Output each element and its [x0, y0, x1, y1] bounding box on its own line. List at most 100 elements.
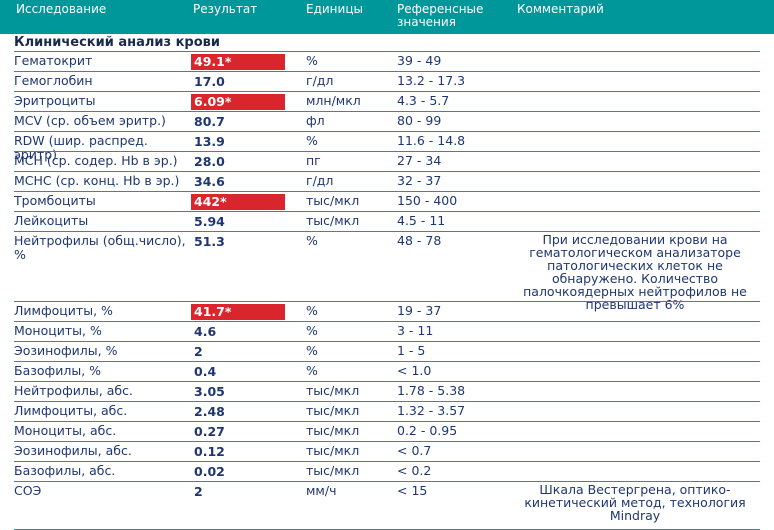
result-flagged: 49.1* — [191, 54, 285, 70]
reference-range: 11.6 - 14.8 — [397, 133, 466, 148]
reference-range: 150 - 400 — [397, 193, 458, 208]
divider — [14, 211, 760, 212]
divider — [14, 51, 760, 52]
result-value: 3.05 — [194, 384, 225, 399]
reference-range: 4.5 - 11 — [397, 213, 446, 228]
table-row: Моноциты, абс. 0.27 тыс/мкл 0.2 - 0.95 — [0, 422, 774, 442]
reference-range: 0.2 - 0.95 — [397, 423, 458, 438]
header-comment: Комментарий — [517, 2, 604, 16]
units-value: тыс/мкл — [306, 403, 360, 418]
divider — [14, 461, 760, 462]
divider — [14, 191, 760, 192]
units-value: % — [306, 323, 318, 338]
header-result: Результат — [193, 2, 258, 16]
test-name: Лимфоциты, абс. — [14, 403, 128, 418]
table-row: Лейкоциты 5.94 тыс/мкл 4.5 - 11 — [0, 212, 774, 232]
units-value: % — [306, 343, 318, 358]
test-name: Лимфоциты, % — [14, 303, 113, 318]
header-ref-line1: Референсные — [397, 2, 484, 16]
result-flagged: 41.7* — [191, 304, 285, 320]
units-value: тыс/мкл — [306, 463, 360, 478]
reference-range: 1 - 5 — [397, 343, 426, 358]
result-value: 0.4 — [194, 364, 217, 379]
table-row: Лимфоциты, абс. 2.48 тыс/мкл 1.32 - 3.57 — [0, 402, 774, 422]
divider — [14, 131, 760, 132]
table-row: Тромбоциты 442* тыс/мкл 150 - 400 — [0, 192, 774, 212]
result-value: 0.27 — [194, 424, 225, 439]
test-name: Моноциты, абс. — [14, 423, 117, 438]
reference-range: 48 - 78 — [397, 233, 442, 248]
result-value: 0.02 — [194, 464, 225, 479]
units-value: млн/мкл — [306, 93, 361, 108]
test-name: Нейтрофилы (общ.число), % — [14, 233, 186, 262]
test-name: MCH (ср. содер. Hb в эр.) — [14, 153, 178, 168]
divider — [14, 71, 760, 72]
result-flagged: 442* — [191, 194, 285, 210]
test-name: Тромбоциты — [14, 193, 96, 208]
units-value: тыс/мкл — [306, 443, 360, 458]
reference-range: 32 - 37 — [397, 173, 442, 188]
divider — [14, 321, 760, 322]
comment-text: При исследовании крови на гематологическ… — [523, 232, 747, 312]
units-value: г/дл — [306, 73, 334, 88]
test-name: Гемоглобин — [14, 73, 93, 88]
header-reference: Референсные значения — [397, 3, 497, 29]
result-value: 17.0 — [194, 74, 225, 89]
result-value: 34.6 — [194, 174, 225, 189]
header-study: Исследование — [16, 2, 107, 16]
table-row: Нейтрофилы, абс. 3.05 тыс/мкл 1.78 - 5.38 — [0, 382, 774, 402]
units-value: тыс/мкл — [306, 383, 360, 398]
units-value: г/дл — [306, 173, 334, 188]
table-row: RDW (шир. распред. эритр) 13.9% 11.6 - 14.… — [0, 132, 774, 162]
test-name: Моноциты, % — [14, 323, 102, 338]
test-name: Базофилы, % — [14, 363, 102, 378]
units-value: % — [306, 363, 318, 378]
result-value: 51.3 — [194, 234, 225, 249]
test-name: Эозинофилы, абс. — [14, 443, 132, 458]
divider — [14, 171, 760, 172]
reference-range: 4.3 - 5.7 — [397, 93, 450, 108]
table-row: MCV (ср. объем эритр.) 80.7 фл 80 - 99 — [0, 112, 774, 132]
divider — [14, 341, 760, 342]
divider — [14, 151, 760, 152]
result-value: 28.0 — [194, 154, 225, 169]
test-name: Эритроциты — [14, 93, 96, 108]
table-row: Нейтрофилы (общ.число), % 51.3% 48 - 78 При… — [0, 232, 774, 311]
test-name: Эозинофилы, % — [14, 343, 118, 358]
test-name: MCHC (ср. конц. Hb в эр.) — [14, 173, 180, 188]
table-row: Базофилы, абс. 0.02 тыс/мкл < 0.2 — [0, 462, 774, 482]
test-name: Гематокрит — [14, 53, 93, 68]
reference-range: 39 - 49 — [397, 53, 442, 68]
reference-range: < 0.2 — [397, 463, 432, 478]
result-flagged: 6.09* — [191, 94, 285, 110]
units-value: % — [306, 53, 318, 68]
reference-range: < 1.0 — [397, 363, 432, 378]
header-units: Единицы — [306, 2, 363, 16]
divider — [14, 481, 760, 482]
reference-range: 3 - 11 — [397, 323, 434, 338]
header-ref-line2: значения — [397, 15, 456, 29]
units-value: % — [306, 133, 318, 148]
reference-range: < 0.7 — [397, 443, 432, 458]
test-name: Лейкоциты — [14, 213, 89, 228]
test-name: Базофилы, абс. — [14, 463, 116, 478]
test-name: Нейтрофилы, абс. — [14, 383, 133, 398]
table-header: Исследование Результат Единицы Референсн… — [0, 0, 774, 34]
table-row: Эритроциты 6.09* млн/мкл 4.3 - 5.7 — [0, 92, 774, 112]
reference-range: 27 - 34 — [397, 153, 442, 168]
result-value: 2 — [194, 484, 203, 499]
units-value: тыс/мкл — [306, 193, 360, 208]
units-value: тыс/мкл — [306, 213, 360, 228]
table-row: Моноциты, % 4.6% 3 - 11 — [0, 322, 774, 342]
reference-range: 1.32 - 3.57 — [397, 403, 466, 418]
reference-range: 1.78 - 5.38 — [397, 383, 466, 398]
table-row: Эозинофилы, % 2% 1 - 5 — [0, 342, 774, 362]
test-name: MCV (ср. объем эритр.) — [14, 113, 166, 128]
reference-range: < 15 — [397, 483, 428, 498]
table-row: Гематокрит 49.1*% 39 - 49 — [0, 52, 774, 72]
divider — [14, 441, 760, 442]
table-row: СОЭ 2 мм/ч < 15 Шкала Вестергрена, оптико-ки… — [0, 482, 774, 530]
units-value: тыс/мкл — [306, 423, 360, 438]
reference-range: 19 - 37 — [397, 303, 442, 318]
divider — [14, 381, 760, 382]
